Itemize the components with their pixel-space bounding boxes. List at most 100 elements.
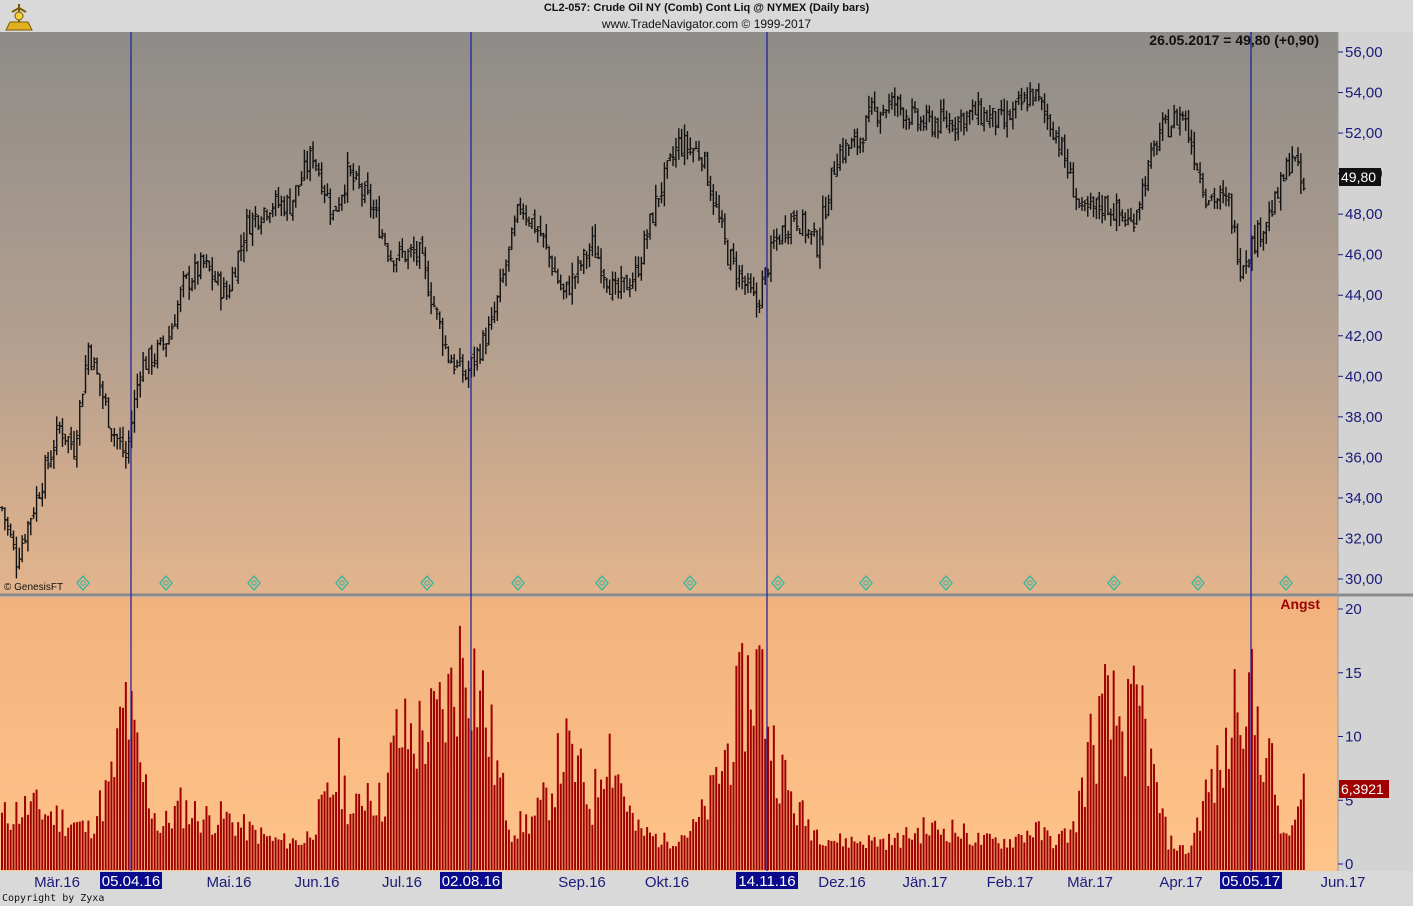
- event-marker-icon[interactable]: [511, 575, 525, 591]
- indicator-bar: [1014, 836, 1017, 870]
- price-bar: [233, 267, 238, 278]
- indicator-bar: [672, 846, 675, 870]
- indicator-bar: [343, 775, 346, 870]
- price-bar: [973, 101, 978, 116]
- app-logo-icon[interactable]: [2, 2, 36, 39]
- indicator-bar: [545, 787, 548, 870]
- indicator-bar: [657, 847, 660, 870]
- price-bar: [434, 307, 439, 320]
- event-marker-icon[interactable]: [1107, 575, 1121, 591]
- price-bar: [881, 104, 886, 116]
- indicator-bar: [781, 754, 784, 870]
- price-bar: [1221, 180, 1226, 204]
- indicator-bar: [991, 838, 994, 870]
- indicator-bar: [346, 824, 349, 870]
- price-bar: [976, 91, 981, 126]
- price-bar: [437, 311, 442, 330]
- price-bar: [417, 241, 422, 269]
- price-bar: [1206, 200, 1211, 206]
- event-marker-icon[interactable]: [1279, 575, 1293, 591]
- indicator-bar: [1282, 832, 1285, 870]
- indicator-bar: [556, 733, 559, 870]
- price-bar: [342, 184, 347, 204]
- event-marker-icon[interactable]: [420, 575, 434, 591]
- indicator-bar: [559, 783, 562, 870]
- price-bar: [961, 112, 966, 136]
- indicator-bar: [499, 777, 502, 870]
- price-bar: [423, 246, 428, 280]
- indicator-bar: [1153, 764, 1155, 870]
- price-tick-label: 40,00: [1345, 368, 1383, 385]
- price-bar: [328, 188, 333, 225]
- price-bar: [227, 284, 232, 299]
- indicator-bar: [168, 822, 171, 870]
- indicator-bar: [1222, 787, 1225, 870]
- event-marker-icon[interactable]: [683, 575, 697, 591]
- indicator-bar: [487, 756, 490, 870]
- price-bar: [987, 105, 992, 128]
- price-bar: [1074, 188, 1079, 211]
- indicator-bar: [179, 787, 182, 870]
- price-bar: [1186, 109, 1191, 143]
- price-bar: [43, 454, 48, 499]
- event-marker-icon[interactable]: [939, 575, 953, 591]
- price-bar: [1281, 174, 1286, 182]
- price-bar: [296, 184, 301, 196]
- indicator-bar: [565, 718, 568, 870]
- indicator-bar: [536, 797, 539, 870]
- event-marker-icon[interactable]: [771, 575, 785, 591]
- price-bar: [1117, 198, 1122, 227]
- event-marker-icon[interactable]: [595, 575, 609, 591]
- event-marker-icon[interactable]: [335, 575, 349, 591]
- price-bar: [362, 181, 367, 204]
- price-bar: [622, 277, 627, 293]
- indicator-bar: [147, 808, 150, 870]
- indicator-bar: [191, 818, 194, 870]
- price-bar: [23, 533, 28, 544]
- price-bar: [1200, 172, 1205, 198]
- indicator-bar: [732, 761, 735, 870]
- indicator-bar: [683, 835, 686, 870]
- indicator-bar: [951, 819, 954, 870]
- event-marker-icon[interactable]: [859, 575, 873, 591]
- indicator-bar: [409, 723, 412, 870]
- indicator-bar: [1083, 806, 1086, 870]
- price-bar: [100, 380, 105, 410]
- price-bar: [1235, 223, 1240, 265]
- indicator-bar: [340, 809, 343, 870]
- indicator-bar: [320, 794, 323, 870]
- price-bar: [711, 184, 716, 215]
- event-marker-icon[interactable]: [1191, 575, 1205, 591]
- price-bar: [357, 165, 362, 189]
- price-bar: [953, 117, 958, 142]
- indicator-bar: [1092, 745, 1095, 870]
- indicator-tick-label: 20: [1345, 601, 1362, 618]
- indicator-bar: [839, 833, 842, 870]
- price-bar: [83, 355, 88, 394]
- indicator-bar: [795, 825, 798, 870]
- event-marker-icon[interactable]: [159, 575, 173, 591]
- price-bar: [532, 209, 537, 234]
- price-bar: [547, 246, 552, 268]
- price-bar: [308, 146, 313, 182]
- indicator-bar: [260, 827, 263, 870]
- price-bar: [109, 428, 114, 442]
- event-marker-icon[interactable]: [76, 575, 90, 591]
- indicator-bar: [712, 774, 715, 870]
- indicator-bar: [219, 801, 222, 870]
- price-bar: [443, 335, 448, 350]
- price-bar: [239, 234, 244, 262]
- indicator-bar: [1006, 847, 1009, 870]
- price-bar: [1209, 194, 1214, 201]
- indicator-bar: [159, 832, 162, 870]
- indicator-bar: [277, 839, 280, 870]
- indicator-bar: [841, 846, 844, 870]
- event-marker-icon[interactable]: [1023, 575, 1037, 591]
- event-marker-icon[interactable]: [247, 575, 261, 591]
- price-tick-label: 48,00: [1345, 206, 1383, 223]
- price-bar: [1013, 100, 1018, 119]
- indicator-bar: [1112, 670, 1115, 870]
- indicator-bar: [366, 783, 369, 870]
